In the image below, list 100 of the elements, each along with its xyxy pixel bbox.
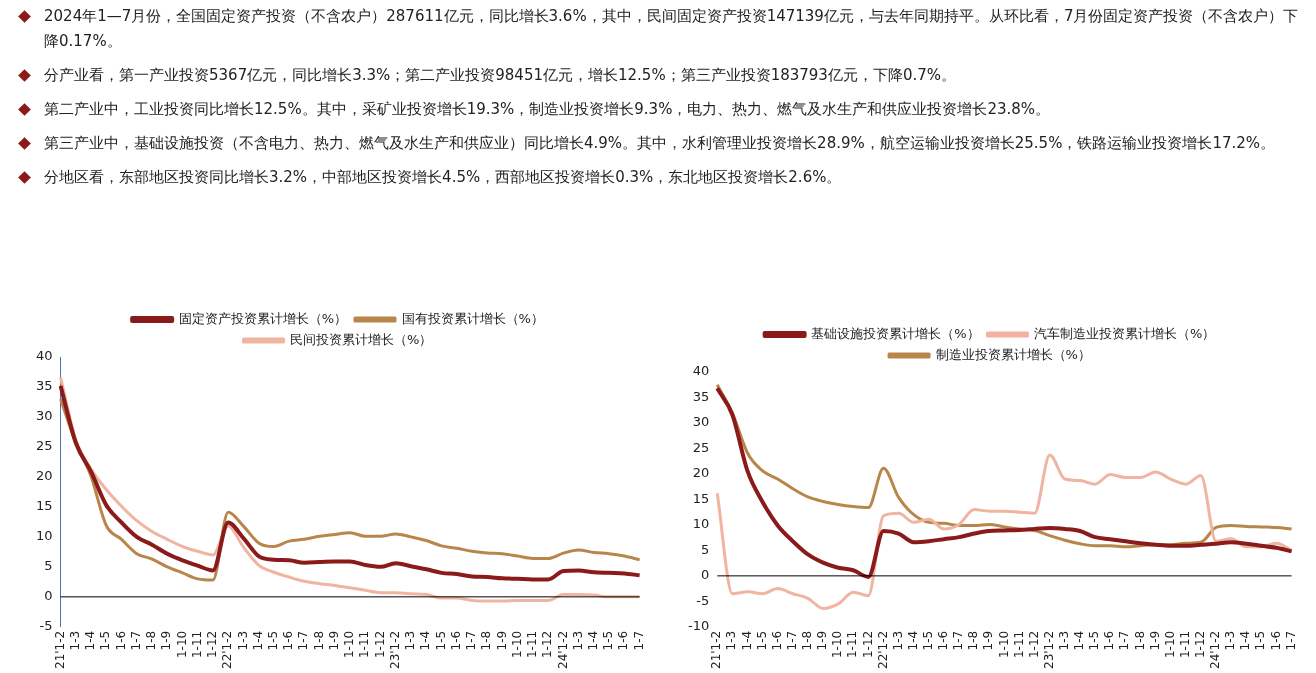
x-tick-label: 1-6 xyxy=(1268,630,1283,651)
text: 分产业看，第一产业投资5367亿元，同比增长3.3%；第二产业投资98451亿元，增长12.5%；第三产业投资183793亿元，下降0.7%。 xyxy=(44,66,957,84)
x-tick-label: 1-12 xyxy=(1026,630,1041,659)
x-tick-label: 1-4 xyxy=(586,630,601,651)
x-tick-label: 1-10 xyxy=(830,630,845,659)
text: 第二产业中，工业投资同比增长12.5%。其中，采矿业投资增长19.3%，制造业投资增长9.3%，电力、热力、燃气及水生产和供应业投资增长23.8%。 xyxy=(44,100,1051,118)
x-tick-label: 1-6 xyxy=(281,630,296,651)
y-tick-label: 30 xyxy=(692,414,710,430)
x-tick-label: 1-12 xyxy=(205,630,220,659)
x-tick-label: 1-7 xyxy=(951,630,966,651)
y-tick-label: -5 xyxy=(39,618,53,634)
y-tick-label: -5 xyxy=(696,592,710,608)
x-tick-label: 1-8 xyxy=(479,630,494,651)
x-tick-label: 1-8 xyxy=(966,630,981,651)
x-tick-label: 1-10 xyxy=(342,630,357,659)
x-tick-label: 1-3 xyxy=(67,630,82,651)
y-tick-label: 0 xyxy=(44,588,53,604)
x-tick-label: 1-5 xyxy=(433,630,448,651)
x-tick-label: 1-6 xyxy=(616,630,631,651)
x-tick-label: 1-6 xyxy=(1102,630,1117,651)
x-tick-label: 1-11 xyxy=(1011,630,1026,659)
y-tick-label: 25 xyxy=(692,439,710,455)
x-tick-label: 1-9 xyxy=(159,630,174,651)
x-tick-label: 1-3 xyxy=(235,630,250,651)
x-tick-label: 1-3 xyxy=(403,630,418,651)
x-tick-label: 1-5 xyxy=(754,630,769,651)
x-tick-label: 1-10 xyxy=(1162,630,1177,659)
legend-label: 基础设施投资累计增长（%） xyxy=(811,325,980,341)
x-tick-label: 1-5 xyxy=(1253,630,1268,651)
x-tick-label: 24'1-2 xyxy=(555,630,570,669)
y-tick-label: 35 xyxy=(692,388,710,404)
x-tick-label: 1-10 xyxy=(174,630,189,659)
x-tick-label: 1-3 xyxy=(1057,630,1071,651)
text: 2024年1—7月份，全国固定资产投资（不含农户）287611亿元，同比增长3.6%，其中，民间固定资产投资147139亿元，与去年同期持平。从环比看，7月份固定资产投资（不含农户）下降0.17%。 xyxy=(44,7,1299,50)
x-tick-label: 1-4 xyxy=(418,630,433,651)
x-tick-label: 1-12 xyxy=(860,630,875,659)
x-tick-label: 1-9 xyxy=(815,630,830,651)
x-tick-label: 1-6 xyxy=(769,630,784,651)
x-tick-label: 1-7 xyxy=(128,630,143,651)
legend-label: 制造业投资累计增长（%） xyxy=(935,346,1091,362)
x-tick-label: 1-9 xyxy=(1147,630,1162,651)
y-tick-label: 25 xyxy=(36,438,53,454)
x-tick-label: 1-7 xyxy=(1117,630,1132,651)
x-tick-label: 1-3 xyxy=(724,630,739,651)
text: 第三产业中，基础设施投资（不含电力、热力、燃气及水生产和供应业）同比增长4.9%。其中，水利管理业投资增长28.9%，航空运输业投资增长25.5%，铁路运输业投资增长17.2%。 xyxy=(44,134,1276,152)
x-tick-label: 1-11 xyxy=(845,630,860,659)
x-tick-label: 1-5 xyxy=(920,630,935,651)
y-tick-label: 0 xyxy=(700,567,710,583)
y-tick-label: 5 xyxy=(44,558,53,574)
x-tick-label: 1-3 xyxy=(890,630,905,651)
x-tick-label: 1-3 xyxy=(570,630,585,651)
x-tick-label: 1-5 xyxy=(266,630,280,651)
y-tick-label: 10 xyxy=(692,516,710,532)
x-tick-label: 1-10 xyxy=(996,630,1011,659)
y-tick-label: 10 xyxy=(36,528,53,544)
x-tick-label: 1-8 xyxy=(144,630,159,651)
x-tick-label: 1-12 xyxy=(372,630,387,659)
x-tick-label: 24'1-2 xyxy=(1208,630,1223,669)
x-tick-label: 22'1-2 xyxy=(875,630,890,669)
legend-label: 汽车制造业投资累计增长（%） xyxy=(1034,325,1216,341)
x-tick-label: 1-4 xyxy=(250,630,265,651)
x-tick-label: 1-9 xyxy=(326,630,341,651)
x-tick-label: 1-6 xyxy=(936,630,951,651)
x-tick-label: 1-4 xyxy=(1072,630,1087,651)
y-tick-label: 40 xyxy=(692,363,710,379)
x-tick-label: 1-7 xyxy=(784,630,799,651)
y-tick-label: 15 xyxy=(36,498,53,514)
y-tick-label: 20 xyxy=(692,465,710,481)
x-tick-label: 1-7 xyxy=(296,630,311,651)
text: 分地区看，东部地区投资同比增长3.2%，中部地区投资增长4.5%，西部地区投资增长0.3%，东北地区投资增长2.6%。 xyxy=(44,168,842,186)
legend-label: 民间投资累计增长（%） xyxy=(290,331,433,347)
x-tick-label: 1-12 xyxy=(1193,630,1208,659)
x-tick-label: 1-11 xyxy=(189,630,204,659)
x-tick-label: 23'1-2 xyxy=(1041,630,1056,669)
x-tick-label: 1-11 xyxy=(1177,630,1192,659)
x-tick-label: 1-11 xyxy=(357,630,372,659)
x-tick-label: 1-5 xyxy=(601,630,616,651)
x-tick-label: 1-7 xyxy=(464,630,479,651)
x-tick-label: 1-6 xyxy=(448,630,463,651)
x-tick-label: 1-8 xyxy=(800,630,815,651)
line-series xyxy=(715,453,1294,610)
x-tick-label: 21'1-2 xyxy=(709,630,724,669)
x-tick-label: 1-4 xyxy=(1238,630,1253,651)
x-tick-label: 1-9 xyxy=(494,630,509,651)
x-tick-label: 22'1-2 xyxy=(220,630,235,669)
y-tick-label: 20 xyxy=(36,468,53,484)
legend-label: 国有投资累计增长（%） xyxy=(401,310,544,326)
x-tick-label: 1-3 xyxy=(1223,630,1238,651)
x-tick-label: 1-6 xyxy=(113,630,128,651)
x-tick-label: 1-8 xyxy=(1132,630,1147,651)
line-series xyxy=(715,386,1294,579)
y-tick-label: -10 xyxy=(688,618,710,634)
x-tick-label: 1-4 xyxy=(83,630,98,651)
x-tick-label: 1-12 xyxy=(540,630,555,659)
x-tick-label: 1-10 xyxy=(509,630,524,659)
y-tick-label: 5 xyxy=(700,541,710,557)
x-tick-label: 1-4 xyxy=(905,630,920,651)
x-tick-label: 1-7 xyxy=(1283,630,1298,651)
x-tick-label: 23'1-2 xyxy=(387,630,402,669)
y-tick-label: 35 xyxy=(36,378,53,394)
